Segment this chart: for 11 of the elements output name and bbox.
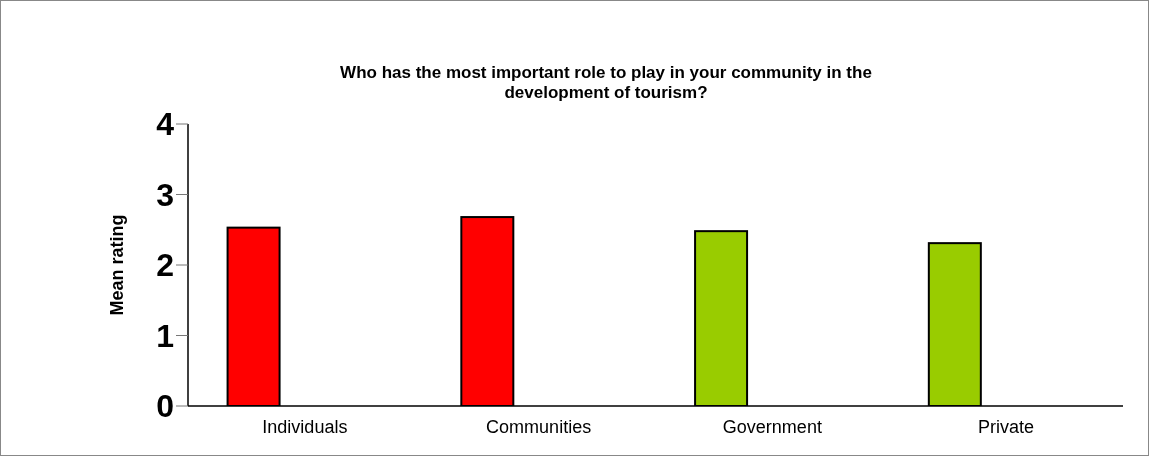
x-tick-label: Communities (486, 416, 592, 437)
y-tick-label: 3 (156, 176, 174, 213)
x-tick-label: Private (978, 416, 1035, 437)
chart-title: Who has the most important role to play in your community in the development of tourism? (339, 63, 873, 103)
y-axis-title: Mean rating (107, 214, 128, 316)
x-tick-label: Government (722, 416, 822, 437)
x-tick-label: Individuals (262, 416, 348, 437)
y-tick-label: 4 (156, 106, 175, 143)
y-tick-label: 0 (156, 388, 174, 425)
y-tick-label: 1 (156, 317, 174, 354)
y-tick-label: 2 (156, 247, 174, 284)
